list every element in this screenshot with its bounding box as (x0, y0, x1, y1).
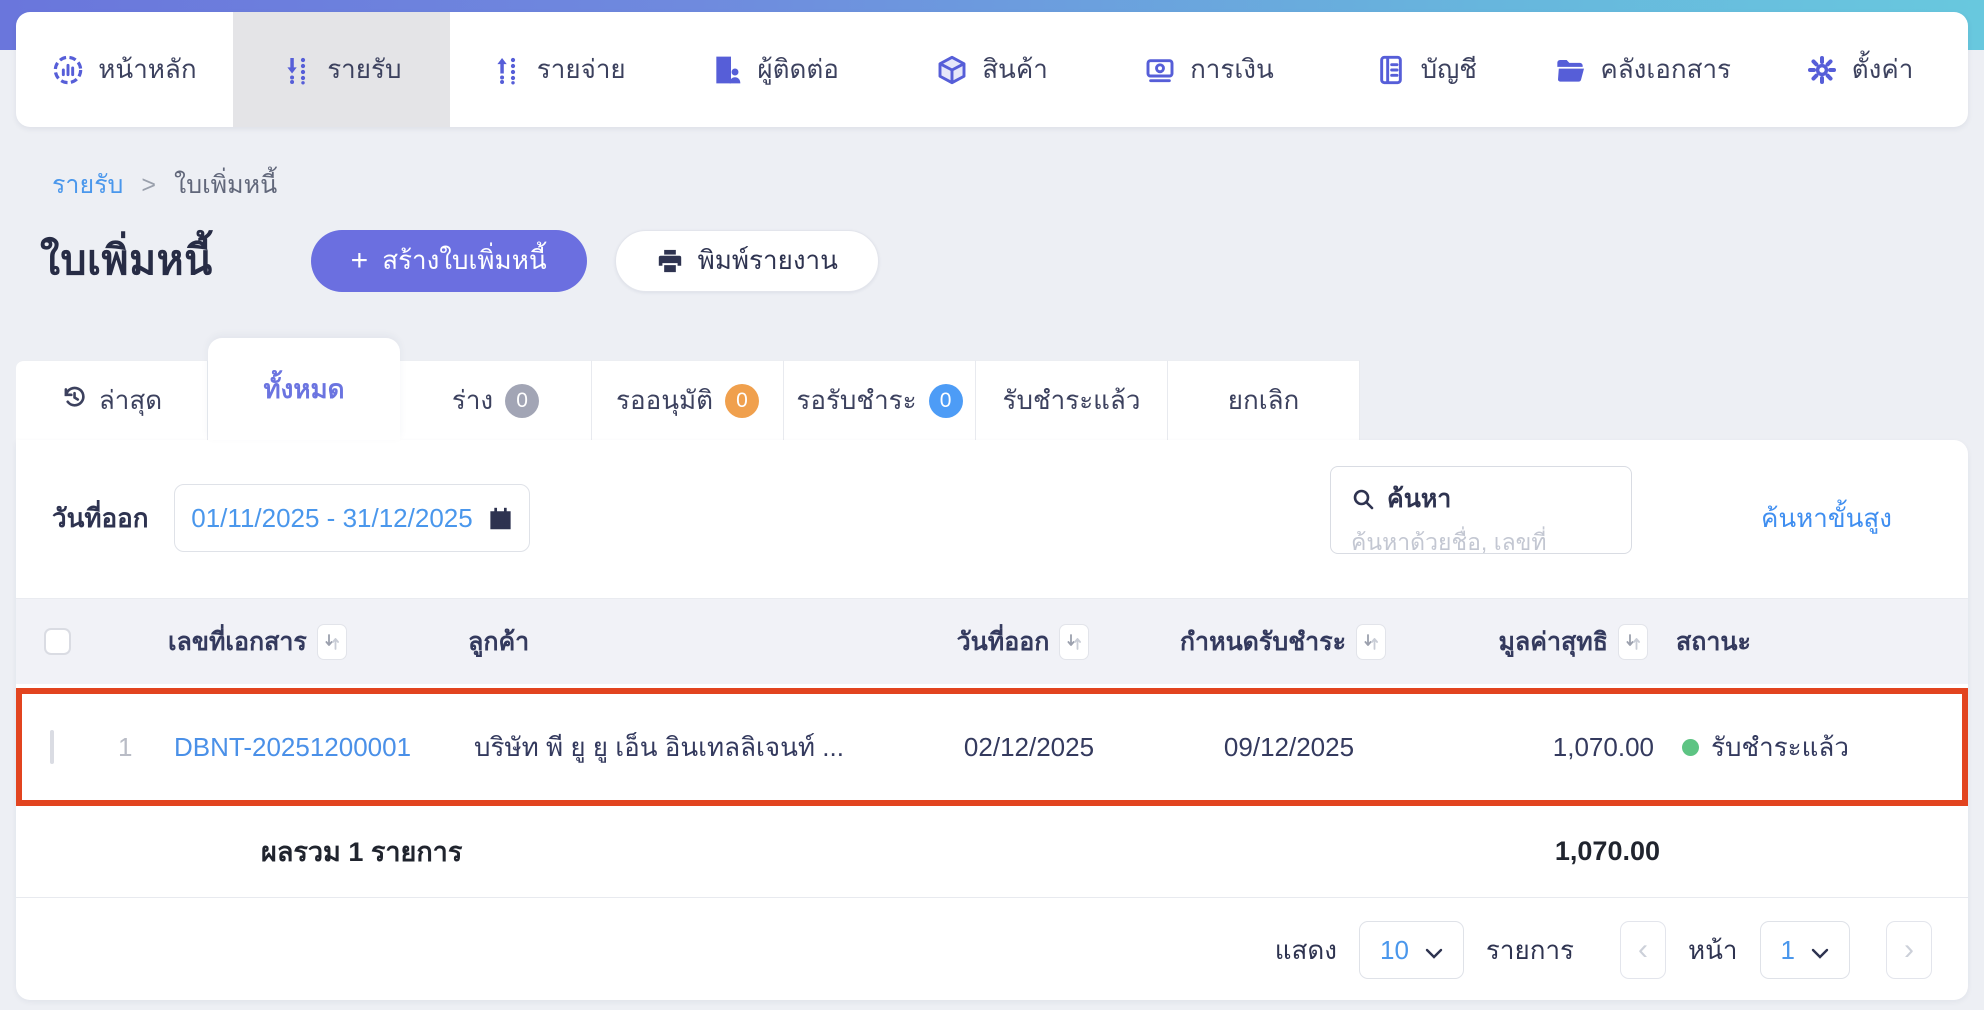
gear-icon (1806, 54, 1838, 86)
col-status: สถานะ (1676, 627, 1751, 656)
nav-item-ledger[interactable]: บัญชี (1317, 12, 1534, 127)
tab-cancelled[interactable]: ยกเลิก (1168, 360, 1360, 440)
summary-row: ผลรวม 1 รายการ 1,070.00 (16, 806, 1968, 898)
doc-no-link[interactable]: DBNT-20251200001 (174, 731, 412, 762)
nav-item-settings[interactable]: ตั้งค่า (1751, 12, 1968, 127)
plus-icon: + (350, 243, 369, 277)
nav-label: คลังเอกสาร (1600, 54, 1732, 84)
search-placeholder: ค้นหาด้วยชื่อ, เลขที่ (1351, 529, 1547, 555)
main-nav: หน้าหลัก รายรับ รายจ่าย ผู้ติดต่อ สินค้า… (16, 12, 1968, 127)
prev-page-button[interactable]: ‹ (1620, 921, 1667, 979)
nav-label: การเงิน (1190, 54, 1274, 84)
ledger-icon (1375, 54, 1407, 86)
col-issue-date: วันที่ออก (956, 627, 1050, 656)
row-index: 1 (118, 731, 133, 762)
col-net-amount: มูลค่าสุทธิ (1498, 627, 1608, 656)
sort-due-date-icon[interactable] (1356, 623, 1387, 660)
amount-cell: 1,070.00 (1552, 731, 1654, 762)
search-icon (1351, 487, 1375, 511)
highlight-box: 1 DBNT-20251200001 บริษัท พี ยู ยู เอ็น … (16, 688, 1968, 806)
sort-net-amount-icon[interactable] (1618, 623, 1648, 660)
page-label: หน้า (1688, 934, 1738, 965)
breadcrumb-current: ใบเพิ่มหนี้ (174, 171, 278, 199)
status-badge: รับชำระแล้ว (1711, 731, 1849, 762)
nav-label: รายจ่าย (536, 54, 626, 84)
create-debit-note-button[interactable]: + สร้างใบเพิ่มหนี้ (310, 229, 587, 292)
nav-item-products[interactable]: สินค้า (884, 12, 1101, 127)
tab-draft[interactable]: ร่าง 0 (400, 360, 592, 440)
date-range-input[interactable]: 01/11/2025 - 31/12/2025 (174, 484, 531, 552)
issue-date-cell: 02/12/2025 (963, 731, 1095, 762)
dashboard-icon (52, 54, 84, 86)
col-customer: ลูกค้า (468, 627, 530, 656)
nav-item-finance[interactable]: การเงิน (1100, 12, 1317, 127)
contacts-icon (711, 54, 743, 86)
select-all-checkbox[interactable] (44, 628, 71, 655)
show-label: แสดง (1274, 934, 1337, 965)
printer-icon (656, 247, 684, 275)
tab-awaiting-payment[interactable]: รอรับชำระ 0 (784, 360, 976, 440)
nav-item-contacts[interactable]: ผู้ติดต่อ (667, 12, 884, 127)
row-checkbox[interactable] (50, 729, 54, 764)
col-due-date: กำหนดรับชำระ (1179, 627, 1347, 656)
nav-item-documents[interactable]: คลังเอกสาร (1534, 12, 1751, 127)
page-number-select[interactable]: 1 (1759, 921, 1850, 979)
advanced-search-link[interactable]: ค้นหาขั้นสูง (1760, 503, 1892, 533)
print-report-button[interactable]: พิมพ์รายงาน (614, 229, 879, 292)
sort-doc-no-icon[interactable] (316, 623, 347, 660)
filter-row: วันที่ออก 01/11/2025 - 31/12/2025 ค้นหา … (52, 466, 1932, 564)
breadcrumb-separator: > (141, 170, 157, 199)
draft-count-badge: 0 (505, 383, 540, 418)
customer-cell: บริษัท พี ยู ยู เอ็น อินเทลลิเจนท์ ... (474, 731, 844, 762)
chevron-right-icon: › (1904, 933, 1914, 966)
nav-item-income[interactable]: รายรับ (232, 12, 450, 127)
breadcrumb: รายรับ > ใบเพิ่มหนี้ (52, 165, 277, 205)
nav-label: สินค้า (982, 54, 1048, 84)
products-icon (936, 54, 968, 86)
chevron-down-icon (1425, 935, 1443, 966)
table-row[interactable]: 1 DBNT-20251200001 บริษัท พี ยู ยู เอ็น … (22, 727, 1962, 768)
due-date-cell: 09/12/2025 (1223, 731, 1355, 762)
sort-issue-date-icon[interactable] (1059, 623, 1090, 660)
page-title: ใบเพิ่มหนี้ (40, 237, 213, 283)
content-panel: วันที่ออก 01/11/2025 - 31/12/2025 ค้นหา … (16, 440, 1968, 1000)
summary-label: ผลรวม 1 รายการ (261, 837, 463, 867)
calendar-icon (487, 505, 514, 532)
nav-label: หน้าหลัก (98, 54, 197, 84)
nav-item-expense[interactable]: รายจ่าย (450, 12, 667, 127)
tab-all[interactable]: ทั้งหมด (208, 338, 400, 440)
history-icon (61, 384, 87, 417)
page-header: ใบเพิ่มหนี้ + สร้างใบเพิ่มหนี้ พิมพ์รายง… (28, 228, 1956, 293)
table-header: เลขที่เอกสาร ลูกค้า วันที่ออก กำหนดรับชำ… (16, 598, 1968, 684)
pagination: แสดง 10 รายการ ‹ หน้า 1 › (16, 900, 1968, 1000)
status-dot (1682, 738, 1699, 756)
income-icon (281, 54, 313, 86)
status-cell: รับชำระแล้ว (1654, 727, 1962, 768)
next-page-button[interactable]: › (1886, 921, 1932, 979)
col-doc-no: เลขที่เอกสาร (168, 627, 307, 656)
breadcrumb-parent-link[interactable]: รายรับ (52, 171, 124, 199)
page-size-select[interactable]: 10 (1358, 921, 1464, 979)
tab-paid[interactable]: รับชำระแล้ว (976, 360, 1168, 440)
tab-pending-approval[interactable]: รออนุมัติ 0 (592, 360, 784, 440)
issue-date-filter-label: วันที่ออก (52, 502, 149, 533)
items-label: รายการ (1485, 934, 1575, 965)
nav-label: รายรับ (327, 54, 402, 84)
nav-label: ตั้งค่า (1851, 54, 1914, 84)
folder-icon (1554, 54, 1586, 86)
nav-item-home[interactable]: หน้าหลัก (16, 12, 233, 127)
summary-amount: 1,070.00 (1554, 836, 1660, 866)
status-tabs: ล่าสุด ทั้งหมด ร่าง 0 รออนุมัติ 0 รอรับช… (16, 338, 1360, 440)
chevron-down-icon (1811, 935, 1829, 966)
pending-approval-count-badge: 0 (725, 383, 759, 418)
nav-label: บัญชี (1420, 54, 1477, 84)
chevron-left-icon: ‹ (1638, 933, 1649, 966)
search-input[interactable]: ค้นหา ค้นหาด้วยชื่อ, เลขที่ (1330, 466, 1632, 555)
awaiting-payment-count-badge: 0 (928, 383, 963, 418)
nav-label: ผู้ติดต่อ (757, 54, 839, 84)
tab-latest[interactable]: ล่าสุด (16, 360, 208, 440)
expense-icon (491, 54, 523, 86)
finance-icon (1144, 54, 1176, 86)
